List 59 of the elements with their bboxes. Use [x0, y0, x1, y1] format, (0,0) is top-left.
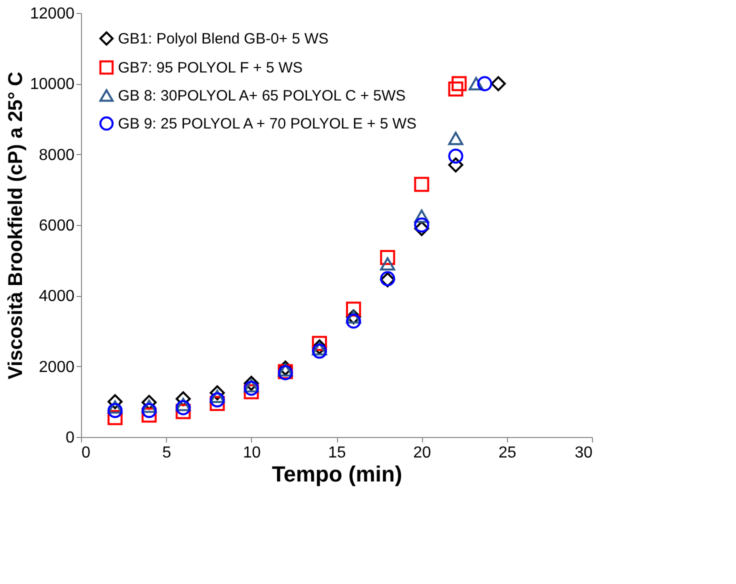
x-tick-label: 10: [242, 444, 261, 462]
legend-label: GB1: Polyol Blend GB-0+ 5 WS: [118, 30, 329, 48]
point: [468, 77, 484, 90]
point: [312, 344, 327, 359]
point: [414, 176, 430, 192]
point: [448, 81, 464, 96]
point: [244, 376, 259, 391]
point: [448, 132, 464, 146]
x-tick-label: 20: [413, 444, 432, 462]
y-tick-label: 6000: [38, 218, 75, 234]
point: [312, 336, 327, 351]
point: [380, 250, 396, 266]
point: [414, 210, 430, 223]
x-tick-label: 5: [162, 444, 172, 462]
point: [142, 402, 157, 418]
point: [244, 379, 259, 392]
y-tick-label: 4000: [38, 288, 75, 306]
point: [176, 391, 191, 406]
point: [448, 148, 464, 164]
point: [346, 302, 362, 317]
point: [142, 394, 157, 410]
point: [380, 257, 396, 271]
point: [210, 396, 225, 411]
x-tick-label: 25: [498, 444, 516, 462]
point: [176, 404, 191, 420]
point: [312, 342, 327, 356]
y-tick-label: 0: [66, 430, 75, 446]
y-tick-label: 2000: [38, 358, 75, 376]
point: [448, 157, 464, 172]
point: [142, 400, 157, 413]
point: [452, 76, 467, 92]
point: [210, 385, 225, 400]
x-tick-label: 30: [574, 444, 593, 462]
point: [477, 76, 492, 92]
y-tick-label: 10000: [30, 76, 75, 94]
legend-label: GB 9: 25 POLYOL A + 70 POLYOL E + 5 WS: [118, 116, 416, 132]
point: [210, 390, 225, 404]
point: [108, 402, 123, 418]
x-axis-title: Tempo (min): [272, 462, 402, 486]
point: [414, 217, 430, 233]
x-tick-label: 15: [328, 444, 346, 462]
point: [176, 398, 191, 412]
y-tick-label: 8000: [38, 146, 75, 164]
point: [414, 221, 430, 236]
point: [176, 400, 191, 416]
point: [108, 394, 123, 410]
point: [108, 410, 123, 426]
point: [490, 76, 506, 92]
point: [244, 380, 259, 396]
y-axis-title: Viscosità Brookfield (cP) a 25° C: [5, 72, 28, 380]
point: [244, 384, 259, 400]
point: [346, 314, 362, 329]
point: [142, 408, 157, 423]
y-tick-label: 12000: [30, 6, 75, 22]
point: [210, 392, 225, 408]
point: [108, 400, 123, 414]
legend-label: GB7: 95 POLYOL F + 5 WS: [118, 60, 303, 76]
x-tick-label: 0: [82, 444, 90, 462]
legend-label: GB 8: 30POLYOL A+ 65 POLYOL C + 5WS: [118, 88, 406, 104]
